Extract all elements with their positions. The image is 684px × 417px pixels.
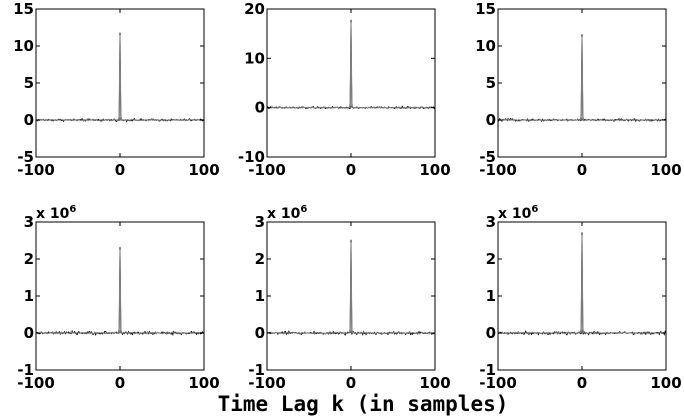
y-tick-label: 2	[486, 250, 496, 268]
x-tick-label: -100	[17, 374, 55, 392]
y-axis-multiplier: x 106	[498, 204, 538, 222]
x-tick-label: 100	[650, 161, 681, 179]
subplot-1: -5 0 5 10 15 -100 0 100	[13, 0, 220, 179]
y-tick-label: 5	[486, 74, 496, 92]
x-tick-label: 100	[188, 161, 219, 179]
y-tick-label: -1	[248, 361, 265, 379]
y-tick-label: 3	[24, 213, 34, 231]
peak-series-line	[497, 36, 667, 122]
y-tick-label: 3	[486, 213, 496, 231]
subplot-6: -1 0 1 2 3 -100 0 100 x 106	[479, 204, 681, 392]
y-tick-label: 1	[24, 287, 34, 305]
y-tick-label: 0	[255, 99, 265, 117]
x-tick-label: -100	[479, 161, 517, 179]
x-tick-label: 100	[419, 374, 450, 392]
x-tick-label: -100	[479, 374, 517, 392]
x-tick-label: 0	[115, 161, 125, 179]
x-tick-label: -100	[17, 161, 55, 179]
x-tick-label: 0	[577, 161, 587, 179]
y-tick-label: -10	[238, 148, 265, 166]
subplot-4: -1 0 1 2 3 -100 0 100 x 106	[17, 204, 219, 392]
y-tick-label: 2	[255, 250, 265, 268]
x-tick-label: 0	[346, 161, 356, 179]
peak-series-line	[266, 242, 436, 335]
x-tick-label: 100	[188, 374, 219, 392]
y-tick-label: 2	[24, 250, 34, 268]
y-tick-label: -1	[17, 361, 34, 379]
y-tick-label: -1	[479, 361, 496, 379]
x-tick-label: -100	[248, 374, 286, 392]
y-tick-label: 0	[486, 324, 496, 342]
y-tick-label: 10	[13, 37, 34, 55]
peak-series-line	[497, 235, 667, 335]
subplot-3: -5 0 5 10 15 -100 0 100	[475, 0, 682, 179]
y-tick-label: 15	[13, 0, 34, 18]
peak-series-line	[266, 22, 436, 109]
x-tick-label: 0	[577, 374, 587, 392]
y-tick-label: 15	[475, 0, 496, 18]
x-tick-label: 0	[115, 374, 125, 392]
y-tick-label: 1	[486, 287, 496, 305]
y-tick-label: 5	[24, 74, 34, 92]
y-tick-label: 0	[486, 111, 496, 129]
y-tick-label: 20	[244, 0, 265, 18]
y-tick-label: 10	[475, 37, 496, 55]
x-tick-label: 0	[346, 374, 356, 392]
y-tick-label: 3	[255, 213, 265, 231]
y-tick-label: 10	[244, 49, 265, 67]
y-tick-label: 0	[24, 111, 34, 129]
y-tick-label: 1	[255, 287, 265, 305]
subplot-5: -1 0 1 2 3 -100 0 100 x 106	[248, 204, 450, 392]
x-tick-label: -100	[248, 161, 286, 179]
y-tick-label: -5	[17, 148, 34, 166]
x-tick-label: 100	[419, 161, 450, 179]
y-axis-multiplier: x 106	[36, 204, 76, 222]
y-axis-multiplier: x 106	[267, 204, 307, 222]
peak-series-line	[35, 35, 205, 122]
shared-x-axis-label: Time Lag k (in samples)	[218, 392, 509, 416]
y-tick-label: -5	[479, 148, 496, 166]
x-tick-label: 100	[650, 374, 681, 392]
y-tick-label: 0	[24, 324, 34, 342]
y-tick-label: 0	[255, 324, 265, 342]
peak-series-line	[35, 249, 205, 335]
